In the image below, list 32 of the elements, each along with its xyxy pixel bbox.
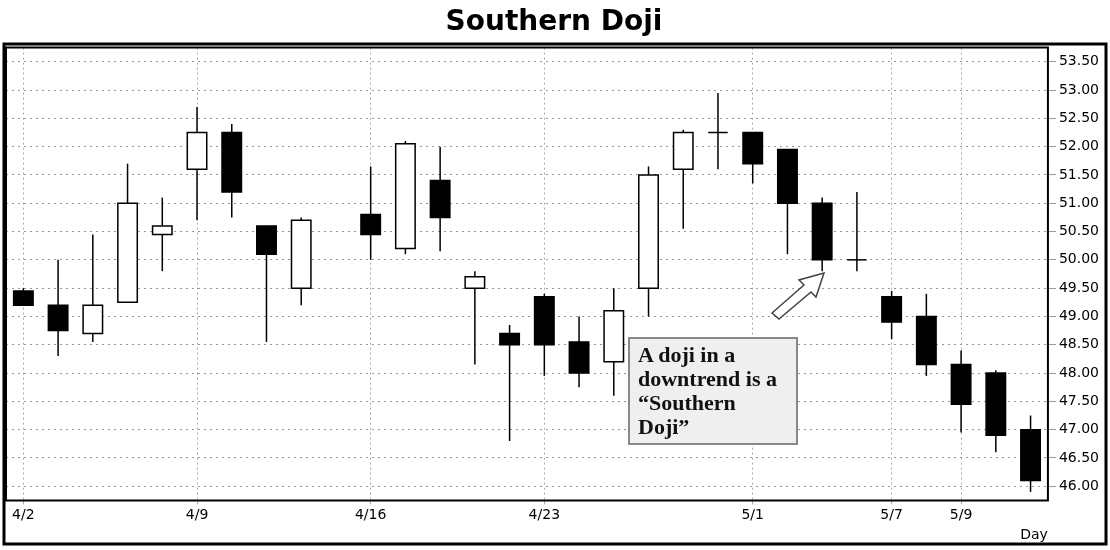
candlestick xyxy=(846,191,868,272)
y-tick-label: 47.50 xyxy=(1058,391,1100,408)
x-tick-label: 4/2 xyxy=(12,506,35,523)
y-tick-label: 47.00 xyxy=(1058,420,1100,437)
y-tick-label: 50.00 xyxy=(1058,250,1100,267)
x-tick-label: 5/1 xyxy=(741,506,764,523)
annotation: A doji in a downtrend is a “Southern Doji” xyxy=(628,337,798,445)
y-tick-label: 49.50 xyxy=(1058,278,1100,295)
y-tick-label: 51.00 xyxy=(1058,193,1100,210)
y-tick-label: 49.00 xyxy=(1058,307,1100,324)
y-tick-label: 46.50 xyxy=(1058,448,1100,465)
y-tick-label: 52.50 xyxy=(1058,108,1100,125)
x-tick-label: 5/7 xyxy=(880,506,903,523)
y-tick-label: 51.50 xyxy=(1058,165,1100,182)
y-tick-label: 50.50 xyxy=(1058,222,1100,239)
candlestick xyxy=(151,196,173,272)
candlestick xyxy=(499,324,521,442)
y-tick-label: 53.00 xyxy=(1058,80,1100,97)
y-tick-label: 46.00 xyxy=(1058,476,1100,493)
candlestick xyxy=(464,270,486,366)
x-axis-title: Day xyxy=(1020,526,1048,543)
x-tick-label: 4/9 xyxy=(185,506,209,523)
candlestick xyxy=(360,165,382,261)
x-tick-label: 4/23 xyxy=(528,506,561,523)
x-tick-label: 4/16 xyxy=(354,506,387,523)
y-tick-label: 53.50 xyxy=(1058,52,1100,69)
candlestick xyxy=(707,92,729,171)
y-tick-label: 48.50 xyxy=(1058,335,1100,352)
y-tick-label: 52.00 xyxy=(1058,137,1100,154)
y-tick-label: 48.00 xyxy=(1058,363,1100,380)
chart-title: Southern Doji xyxy=(445,4,663,38)
x-tick-label: 5/9 xyxy=(949,506,973,523)
